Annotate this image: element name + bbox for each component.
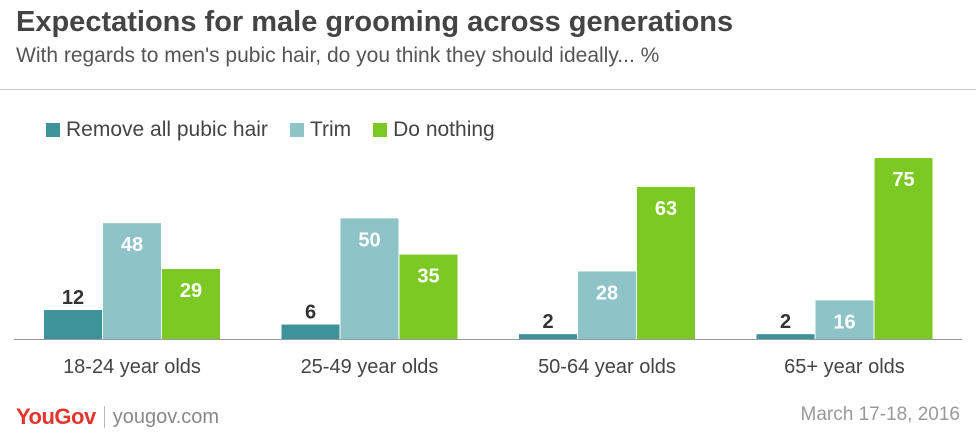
legend-label-trim: Trim [309,118,352,141]
bar-2-2 [637,187,695,339]
data-label-2-3: 75 [892,169,914,191]
data-label-0-2: 2 [542,311,553,333]
bar-2-1 [399,254,458,339]
bar-2-0 [162,269,220,339]
data-label-0-0: 12 [62,287,84,309]
chart-title: Expectations for male grooming across ge… [16,6,734,38]
legend-label-nothing: Do nothing [393,118,495,141]
legend-swatch-remove [46,123,60,137]
header-divider [0,89,976,90]
footer-brand: YouGov yougov.com [16,404,219,430]
data-label-2-1: 35 [417,266,439,288]
bar-0-1 [281,324,340,339]
legend-item-trim: Trim [289,118,352,142]
footer-site: yougov.com [112,405,220,428]
legend-item-remove: Remove all pubic hair [46,118,268,142]
yougov-logo: YouGov [16,404,96,429]
data-label-0-3: 2 [780,311,791,333]
bar-0-0 [44,310,102,339]
data-label-2-2: 63 [655,198,677,220]
data-label-1-0: 48 [121,234,143,256]
data-label-1-2: 28 [596,282,618,304]
legend-swatch-nothing [373,123,388,137]
chart-subtitle: With regards to men's pubic hair, do you… [16,44,660,67]
data-label-2-0: 29 [180,280,202,302]
data-label-0-1: 6 [305,302,316,324]
bar-2-3 [874,158,933,339]
bar-1-0 [103,223,161,339]
footer-separator [103,406,105,428]
footer-date: March 17-18, 2016 [800,404,961,425]
data-label-1-3: 16 [833,311,855,333]
bar-1-2 [578,271,636,339]
legend-item-nothing: Do nothing [373,118,495,142]
legend-swatch-trim [289,123,304,137]
data-label-1-1: 50 [358,229,380,251]
bar-1-1 [340,218,399,339]
legend: Remove all pubic hair Trim Do nothing [46,118,517,142]
category-label-3: 65+ year olds [784,356,905,378]
legend-label-remove: Remove all pubic hair [66,118,268,141]
category-label-0: 18-24 year olds [63,356,201,378]
category-label-1: 25-49 year olds [301,356,439,378]
bar-0-3 [756,334,815,339]
category-label-2: 50-64 year olds [538,356,676,378]
bar-1-3 [815,300,874,339]
bar-0-2 [519,334,577,339]
